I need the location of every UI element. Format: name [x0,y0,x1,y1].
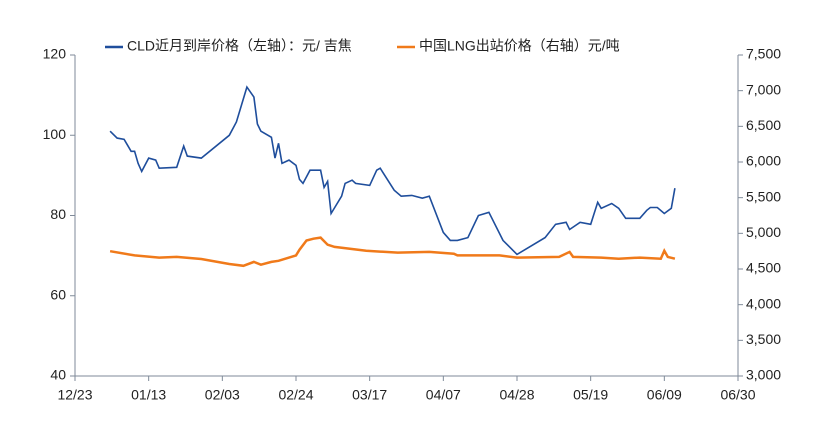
y2-tick-label: 5,000 [746,224,781,240]
series-line [109,85,676,256]
y-tick-label: 100 [43,126,67,142]
y-tick-label: 40 [50,367,66,383]
legend-label: CLD近月到岸价格（左轴）：元/ 吉焦 [127,38,352,54]
y2-tick-label: 6,000 [746,153,781,169]
y2-tick-label: 3,000 [746,367,781,383]
y2-tick-label: 4,000 [746,295,781,311]
x-tick-label: 03/17 [352,387,387,403]
x-tick-label: 04/28 [499,387,534,403]
y-tick-label: 80 [50,206,66,222]
y2-tick-label: 7,000 [746,81,781,97]
x-tick-label: 02/03 [205,387,240,403]
x-tick-label: 01/13 [131,387,166,403]
x-tick-label: 02/24 [278,387,313,403]
x-tick-label: 06/09 [647,387,682,403]
x-tick-label: 12/23 [57,387,92,403]
y2-tick-label: 5,500 [746,188,781,204]
x-tick-label: 04/07 [426,387,461,403]
x-tick-label: 05/19 [573,387,608,403]
legend-label: 中国LNG出站价格（右轴）元/吨 [419,38,620,54]
y-tick-label: 120 [43,46,67,62]
y2-tick-label: 4,500 [746,260,781,276]
y2-tick-label: 6,500 [746,117,781,133]
y2-tick-label: 7,500 [746,46,781,62]
series-line [109,236,676,268]
y-tick-label: 60 [50,286,66,302]
y2-tick-label: 3,500 [746,331,781,347]
x-tick-label: 06/30 [720,387,755,403]
